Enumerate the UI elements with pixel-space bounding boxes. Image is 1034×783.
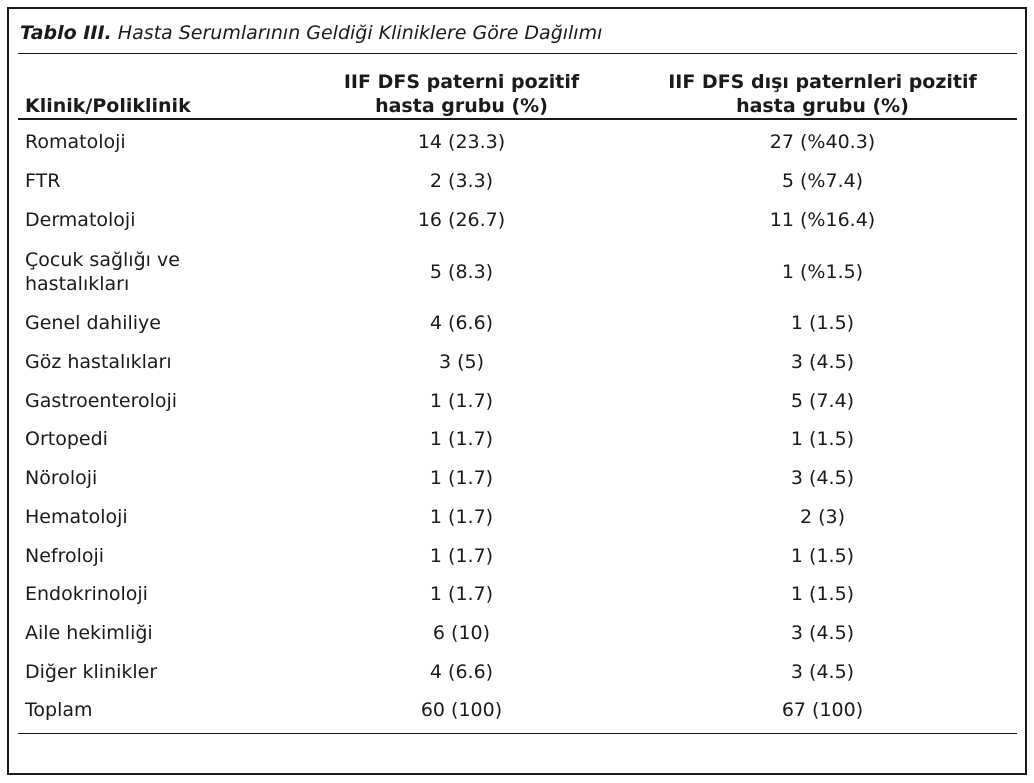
table-row: Diğer klinikler 4 (6.6) 3 (4.5)	[18, 652, 1017, 691]
non-dfs-positive-cell: 1 (1.5)	[790, 428, 855, 451]
header-rule	[18, 118, 1017, 120]
non-dfs-positive-cell: 1 (1.5)	[790, 544, 855, 567]
non-dfs-positive-cell: 1 (%1.5)	[781, 260, 864, 283]
header-non-dfs-positive: IIF DFS dışı paternleri pozitif hasta gr…	[668, 71, 977, 117]
non-dfs-positive-cell: 5 (%7.4)	[781, 170, 864, 193]
dfs-positive-cell: 6 (10)	[432, 621, 491, 644]
table-caption: Tablo III. Hasta Serumlarının Geldiği Kl…	[20, 22, 602, 44]
dfs-positive-cell: 1 (1.7)	[429, 583, 494, 606]
clinic-cell: Genel dahiliye	[25, 312, 161, 335]
clinic-cell: Dermatoloji	[25, 208, 136, 231]
header-clinic: Klinik/Poliklinik	[25, 95, 191, 117]
clinic-cell: Nefroloji	[25, 544, 105, 567]
header-dfs-positive: IIF DFS paterni pozitif hasta grubu (%)	[343, 71, 580, 117]
table-row: Çocuk sağlığı ve hastalıkları 5 (8.3) 1 (%…	[18, 239, 1017, 304]
non-dfs-positive-cell: 3 (4.5)	[790, 621, 855, 644]
clinic-cell: Gastroenteroloji	[25, 389, 178, 412]
dfs-positive-cell: 60 (100)	[420, 699, 503, 722]
non-dfs-positive-cell: 1 (1.5)	[790, 312, 855, 335]
non-dfs-positive-cell: 1 (1.5)	[790, 583, 855, 606]
table-row: Romatoloji 14 (23.3) 27 (%40.3)	[18, 123, 1017, 162]
header-row: Klinik/Poliklinik IIF DFS paterni poziti…	[18, 58, 1017, 123]
table-row: Genel dahiliye 4 (6.6) 1 (1.5)	[18, 304, 1017, 343]
clinic-cell: FTR	[25, 170, 61, 193]
dfs-positive-cell: 1 (1.7)	[429, 544, 494, 567]
caption-label: Tablo III.	[20, 22, 112, 44]
table-frame	[7, 7, 1027, 775]
distribution-table: Klinik/Poliklinik IIF DFS paterni poziti…	[18, 58, 1017, 730]
non-dfs-positive-cell: 3 (4.5)	[790, 660, 855, 683]
clinic-cell: Diğer klinikler	[25, 660, 158, 683]
top-rule	[18, 53, 1017, 54]
non-dfs-positive-cell: 5 (7.4)	[790, 389, 855, 412]
clinic-cell: Hematoloji	[25, 505, 128, 528]
table-row: Toplam 60 (100) 67 (100)	[18, 691, 1017, 730]
table-row: Aile hekimliği 6 (10) 3 (4.5)	[18, 614, 1017, 653]
clinic-cell: Nöroloji	[25, 467, 98, 490]
clinic-cell: Çocuk sağlığı ve hastalıkları	[25, 248, 180, 295]
dfs-positive-cell: 16 (26.7)	[417, 208, 506, 231]
caption-text: Hasta Serumlarının Geldiği Kliniklere Gö…	[117, 22, 603, 44]
dfs-positive-cell: 2 (3.3)	[429, 170, 494, 193]
dfs-positive-cell: 1 (1.7)	[429, 467, 494, 490]
dfs-positive-cell: 5 (8.3)	[429, 260, 494, 283]
clinic-cell: Romatoloji	[25, 131, 126, 154]
table-row: Dermatoloji 16 (26.7) 11 (%16.4)	[18, 200, 1017, 239]
table-row: Gastroenteroloji 1 (1.7) 5 (7.4)	[18, 381, 1017, 420]
table-row: Hematoloji 1 (1.7) 2 (3)	[18, 498, 1017, 537]
non-dfs-positive-cell: 2 (3)	[799, 505, 846, 528]
clinic-cell: Göz hastalıkları	[25, 351, 172, 374]
clinic-cell: Toplam	[25, 699, 93, 722]
non-dfs-positive-cell: 27 (%40.3)	[769, 131, 876, 154]
table-row: Göz hastalıkları 3 (5) 3 (4.5)	[18, 343, 1017, 382]
dfs-positive-cell: 14 (23.3)	[417, 131, 506, 154]
bottom-rule	[18, 733, 1017, 734]
non-dfs-positive-cell: 3 (4.5)	[790, 467, 855, 490]
non-dfs-positive-cell: 67 (100)	[781, 699, 864, 722]
table-row: FTR 2 (3.3) 5 (%7.4)	[18, 162, 1017, 201]
clinic-cell: Aile hekimliği	[25, 621, 153, 644]
table-row: Nöroloji 1 (1.7) 3 (4.5)	[18, 459, 1017, 498]
table-row: Ortopedi 1 (1.7) 1 (1.5)	[18, 420, 1017, 459]
non-dfs-positive-cell: 11 (%16.4)	[769, 208, 876, 231]
clinic-cell: Ortopedi	[25, 428, 108, 451]
non-dfs-positive-cell: 3 (4.5)	[790, 351, 855, 374]
dfs-positive-cell: 4 (6.6)	[429, 312, 494, 335]
table-row: Nefroloji 1 (1.7) 1 (1.5)	[18, 536, 1017, 575]
dfs-positive-cell: 3 (5)	[438, 351, 485, 374]
table-row: Endokrinoloji 1 (1.7) 1 (1.5)	[18, 575, 1017, 614]
clinic-cell: Endokrinoloji	[25, 583, 148, 606]
dfs-positive-cell: 4 (6.6)	[429, 660, 494, 683]
dfs-positive-cell: 1 (1.7)	[429, 505, 494, 528]
dfs-positive-cell: 1 (1.7)	[429, 428, 494, 451]
dfs-positive-cell: 1 (1.7)	[429, 389, 494, 412]
